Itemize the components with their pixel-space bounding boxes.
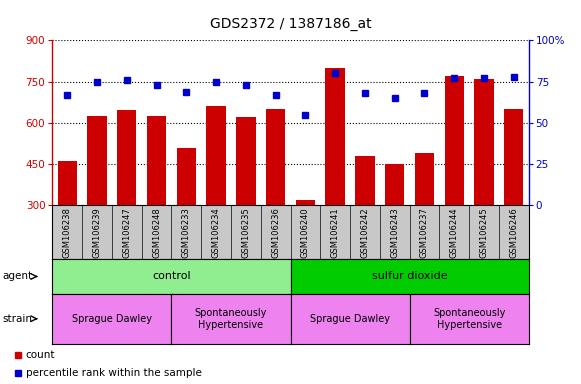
- Bar: [177, 148, 196, 205]
- Text: Spontaneously
Hypertensive: Spontaneously Hypertensive: [195, 308, 267, 329]
- Bar: [87, 116, 107, 205]
- Text: GSM106245: GSM106245: [479, 207, 489, 258]
- Text: GSM106240: GSM106240: [301, 207, 310, 258]
- Text: Spontaneously
Hypertensive: Spontaneously Hypertensive: [433, 308, 505, 329]
- Text: count: count: [26, 350, 55, 360]
- Bar: [236, 118, 256, 205]
- Bar: [444, 76, 464, 205]
- Text: GSM106248: GSM106248: [152, 207, 161, 258]
- Text: GSM106237: GSM106237: [420, 207, 429, 258]
- Text: percentile rank within the sample: percentile rank within the sample: [26, 368, 202, 378]
- Bar: [504, 109, 523, 205]
- Text: GSM106242: GSM106242: [360, 207, 370, 258]
- Text: Sprague Dawley: Sprague Dawley: [72, 314, 152, 324]
- Bar: [325, 68, 345, 205]
- Bar: [58, 161, 77, 205]
- Text: GSM106246: GSM106246: [510, 207, 518, 258]
- Bar: [474, 79, 494, 205]
- Text: sulfur dioxide: sulfur dioxide: [372, 271, 447, 281]
- Bar: [147, 116, 166, 205]
- Bar: [415, 153, 434, 205]
- Text: GSM106235: GSM106235: [241, 207, 250, 258]
- Text: GSM106236: GSM106236: [271, 207, 280, 258]
- Bar: [385, 164, 404, 205]
- Text: Sprague Dawley: Sprague Dawley: [310, 314, 390, 324]
- Bar: [206, 106, 226, 205]
- Text: GSM106234: GSM106234: [211, 207, 221, 258]
- Text: GSM106241: GSM106241: [331, 207, 340, 258]
- Text: GSM106244: GSM106244: [450, 207, 459, 258]
- Text: GSM106239: GSM106239: [92, 207, 102, 258]
- Text: GDS2372 / 1387186_at: GDS2372 / 1387186_at: [210, 17, 371, 31]
- Text: GSM106247: GSM106247: [122, 207, 131, 258]
- Text: GSM106238: GSM106238: [63, 207, 71, 258]
- Bar: [266, 109, 285, 205]
- Text: agent: agent: [2, 271, 33, 281]
- Text: strain: strain: [2, 314, 33, 324]
- Text: GSM106243: GSM106243: [390, 207, 399, 258]
- Bar: [355, 156, 375, 205]
- Bar: [117, 111, 137, 205]
- Bar: [296, 200, 315, 205]
- Text: control: control: [152, 271, 191, 281]
- Text: GSM106233: GSM106233: [182, 207, 191, 258]
